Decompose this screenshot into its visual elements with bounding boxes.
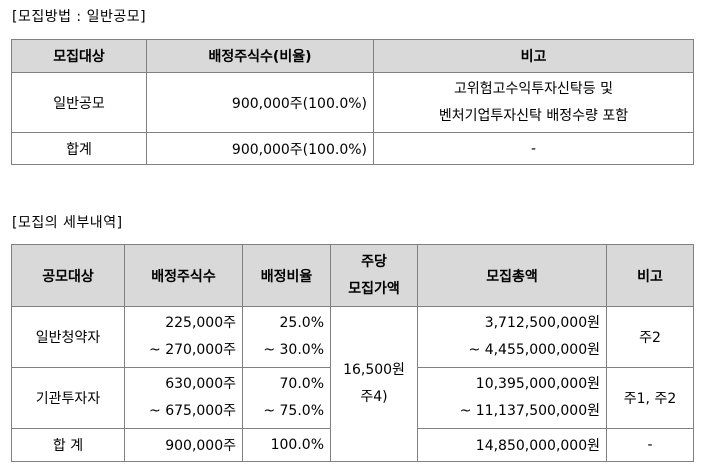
ratio-line: 25.0%	[279, 315, 324, 331]
row-note: -	[373, 132, 694, 165]
header-note: 비고	[373, 39, 694, 73]
row-target: 일반공모	[11, 72, 147, 133]
shares-line: ~ 270,000주	[149, 342, 236, 358]
row-total: 14,850,000,000원	[417, 428, 607, 462]
table-row-total: 합계 900,000주(100.0%) -	[11, 132, 694, 165]
header-price-line: 모집가액	[348, 280, 400, 297]
header-price-line: 주당	[361, 253, 387, 270]
total-line: ~ 11,137,500,000원	[459, 403, 600, 419]
header-target: 공모대상	[11, 244, 125, 307]
row-target: 일반청약자	[11, 306, 125, 368]
row-target: 기관투자자	[11, 367, 125, 429]
row-ratio: 100.0%	[242, 428, 331, 462]
table-row: 일반공모 900,000주(100.0%) 고위험고수익투자신탁등 및 벤처기업…	[11, 72, 694, 133]
table-row-total: 합 계 900,000주 100.0% 14,850,000,000원 -	[11, 428, 694, 462]
table-header-row: 공모대상 배정주식수 배정비율 주당 모집가액 모집총액 비고	[11, 244, 694, 307]
row-ratio: 25.0% ~ 30.0%	[242, 306, 331, 368]
row-target: 합 계	[11, 428, 125, 462]
header-shares: 배정주식수	[124, 244, 243, 307]
header-ratio: 배정비율	[242, 244, 331, 307]
row-note: 주1, 주2	[606, 367, 694, 429]
row-shares: 225,000주 ~ 270,000주	[124, 306, 243, 368]
row-note: 주2	[606, 306, 694, 368]
shares-line: ~ 675,000주	[149, 403, 236, 419]
row-total: 3,712,500,000원 ~ 4,455,000,000원	[417, 306, 607, 368]
price-line: 16,500원	[343, 362, 405, 378]
row-shares: 900,000주	[124, 428, 243, 462]
header-shares: 배정주식수(비율)	[146, 39, 374, 73]
table-row: 기관투자자 630,000주 ~ 675,000주 70.0% ~ 75.0% …	[11, 367, 694, 429]
offering-detail-table: 공모대상 배정주식수 배정비율 주당 모집가액 모집총액 비고 일반청약자 22…	[11, 244, 694, 462]
ratio-line: ~ 30.0%	[263, 342, 324, 358]
note-line: 고위험고수익투자신탁등 및	[453, 80, 613, 97]
price-note-line: 주4)	[360, 389, 388, 405]
total-line: 3,712,500,000원	[484, 315, 600, 331]
ratio-line: 70.0%	[279, 376, 324, 392]
table-header-row: 모집대상 배정주식수(비율) 비고	[11, 39, 694, 73]
header-target: 모집대상	[11, 39, 147, 73]
row-shares: 900,000주(100.0%)	[146, 132, 374, 165]
price-per-share-cell: 16,500원 주4)	[330, 306, 418, 462]
header-note: 비고	[606, 244, 694, 307]
row-ratio: 70.0% ~ 75.0%	[242, 367, 331, 429]
row-target: 합계	[11, 132, 147, 165]
shares-line: 630,000주	[165, 376, 236, 392]
table-row: 일반청약자 225,000주 ~ 270,000주 25.0% ~ 30.0% …	[11, 306, 694, 462]
row-shares: 900,000주(100.0%)	[146, 72, 374, 133]
header-total: 모집총액	[417, 244, 607, 307]
header-price: 주당 모집가액	[330, 244, 418, 307]
total-line: ~ 4,455,000,000원	[468, 342, 600, 358]
note-line: 벤처기업투자신탁 배정수량 포함	[438, 107, 629, 124]
section-title-method: [모집방법 : 일반공모]	[12, 9, 147, 25]
shares-line: 225,000주	[165, 315, 236, 331]
ratio-line: ~ 75.0%	[263, 403, 324, 419]
row-total: 10,395,000,000원 ~ 11,137,500,000원	[417, 367, 607, 429]
section-title-details: [모집의 세부내역]	[12, 215, 123, 231]
total-line: 10,395,000,000원	[475, 376, 600, 392]
row-note: 고위험고수익투자신탁등 및 벤처기업투자신탁 배정수량 포함	[373, 72, 694, 133]
row-note: -	[606, 428, 694, 462]
allocation-summary-table: 모집대상 배정주식수(비율) 비고 일반공모 900,000주(100.0%) …	[11, 39, 694, 165]
row-shares: 630,000주 ~ 675,000주	[124, 367, 243, 429]
